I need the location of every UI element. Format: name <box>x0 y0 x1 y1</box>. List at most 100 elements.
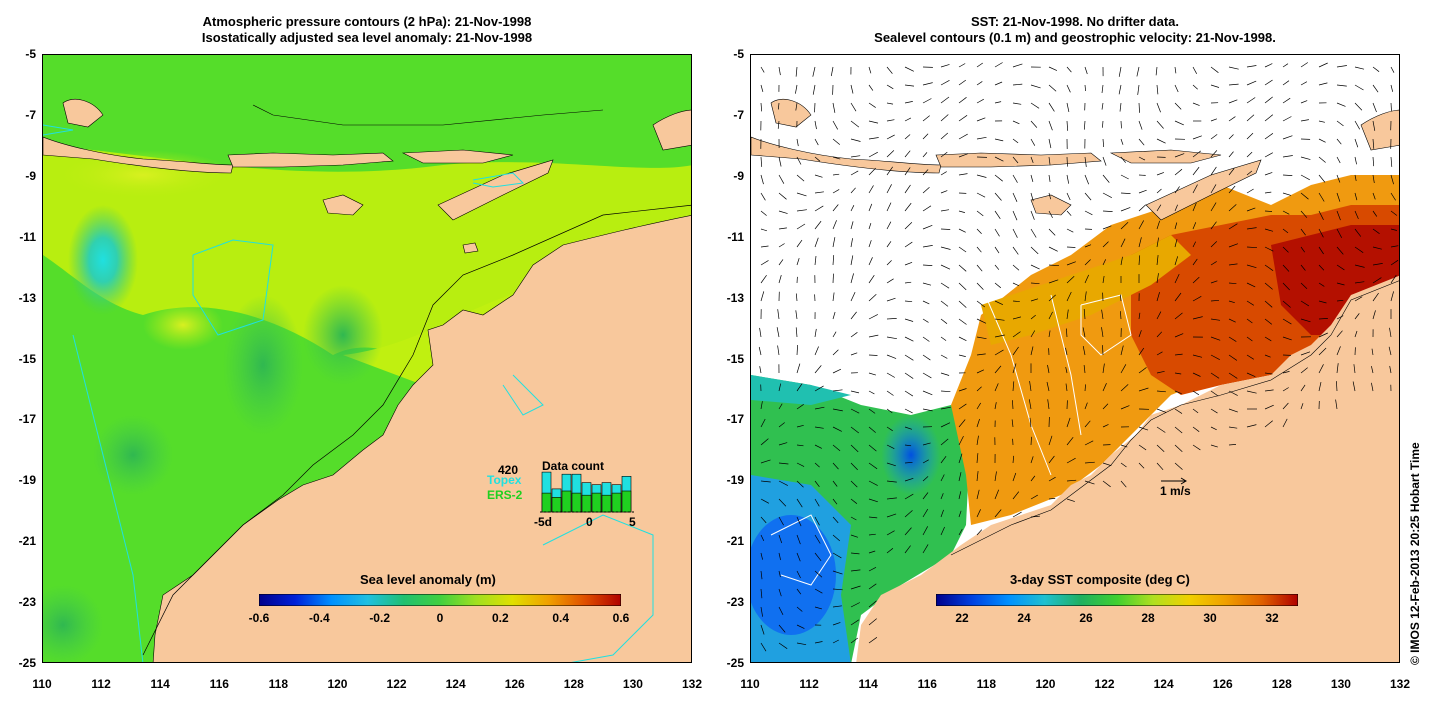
velocity-arrow <box>1084 274 1090 284</box>
velocity-arrow <box>1318 347 1327 356</box>
velocity-arrow <box>832 255 835 266</box>
velocity-arrow <box>1246 282 1256 288</box>
velocity-arrow <box>940 406 951 410</box>
right-x-tick-label: 130 <box>1330 677 1351 691</box>
velocity-arrow <box>1012 400 1014 410</box>
velocity-arrow <box>850 408 860 414</box>
velocity-arrow <box>832 273 834 284</box>
velocity-arrow <box>796 480 804 488</box>
velocity-arrow <box>777 345 780 356</box>
velocity-arrow <box>778 462 789 465</box>
velocity-arrow <box>940 64 950 68</box>
velocity-arrow <box>940 264 951 270</box>
velocity-arrow <box>1228 243 1239 248</box>
velocity-arrow <box>1174 102 1182 110</box>
velocity-arrow <box>1354 138 1359 148</box>
velocity-arrow <box>1155 66 1158 76</box>
right-y-tick-label: -17 <box>726 412 744 427</box>
velocity-arrow <box>1210 426 1217 431</box>
velocity-arrow <box>760 192 766 201</box>
right-x-tick-label: 120 <box>1035 677 1056 691</box>
velocity-arrow <box>958 115 968 122</box>
velocity-arrow <box>904 477 914 482</box>
left-x-tick-label: 128 <box>563 677 584 691</box>
left-x-tick-label: 124 <box>445 677 466 691</box>
velocity-arrow <box>904 117 912 122</box>
velocity-arrow <box>868 583 877 590</box>
velocity-arrow <box>1120 384 1129 392</box>
velocity-arrow <box>1336 210 1341 221</box>
velocity-arrow <box>886 102 894 105</box>
velocity-arrow <box>868 408 876 414</box>
velocity-arrow <box>1228 116 1236 122</box>
velocity-arrow <box>850 120 860 128</box>
velocity-arrow <box>868 275 875 284</box>
velocity-arrow <box>796 257 800 266</box>
velocity-arrow <box>994 101 1002 104</box>
velocity-arrow <box>1030 436 1032 446</box>
velocity-arrow <box>1282 264 1290 272</box>
velocity-arrow <box>814 406 825 410</box>
right-x-tick-label: 114 <box>858 677 878 691</box>
left-y-tick-label: -23 <box>18 595 36 610</box>
velocity-arrow <box>1174 84 1179 93</box>
velocity-arrow <box>796 209 807 212</box>
left-colorbar-title: Sea level anomaly (m) <box>360 572 496 587</box>
velocity-arrow <box>940 474 945 482</box>
velocity-arrow <box>976 386 982 392</box>
velocity-arrow <box>976 318 987 324</box>
right-x-tick-label: 126 <box>1212 677 1233 691</box>
velocity-arrow <box>814 102 816 113</box>
velocity-arrow <box>1012 264 1020 271</box>
velocity-arrow <box>1046 381 1050 392</box>
velocity-arrow <box>976 369 985 374</box>
right-y-tick-label: -25 <box>726 656 744 670</box>
velocity-arrow <box>1012 316 1021 320</box>
velocity-arrow <box>1118 66 1122 77</box>
velocity-arrow <box>994 509 1002 518</box>
sea-level-anomaly-map <box>42 54 692 663</box>
velocity-arrow <box>1372 292 1379 302</box>
velocity-arrow <box>777 102 780 110</box>
velocity-arrow <box>1102 259 1107 266</box>
velocity-arrow <box>814 516 820 526</box>
velocity-arrow <box>796 424 804 428</box>
right-y-tick-label: -23 <box>726 595 744 610</box>
velocity-arrow <box>832 516 839 524</box>
velocity-arrow <box>868 257 873 266</box>
velocity-arrow <box>1336 120 1344 127</box>
velocity-arrow <box>1011 419 1014 428</box>
velocity-arrow <box>1012 246 1019 255</box>
velocity-arrow <box>1083 365 1086 374</box>
velocity-arrow <box>760 480 771 483</box>
velocity-arrow <box>940 190 948 194</box>
velocity-arrow <box>1228 372 1238 379</box>
velocity-arrow <box>976 282 984 290</box>
velocity-arrow <box>850 138 861 142</box>
velocity-arrow <box>1138 426 1149 431</box>
velocity-arrow <box>868 137 879 140</box>
velocity-arrow <box>868 533 876 536</box>
velocity-arrow <box>922 264 933 266</box>
velocity-arrow <box>868 66 872 74</box>
velocity-arrow <box>922 336 930 342</box>
velocity-arrow <box>1354 192 1358 201</box>
velocity-arrow <box>1282 63 1289 68</box>
velocity-arrow <box>1372 263 1383 266</box>
velocity-arrow <box>1282 371 1290 374</box>
velocity-arrow <box>814 365 822 374</box>
velocity-arrow <box>904 241 913 248</box>
velocity-arrow <box>796 462 805 467</box>
velocity-arrow <box>1354 102 1363 111</box>
velocity-arrow <box>850 291 856 302</box>
ers-count-bar <box>591 492 602 513</box>
velocity-arrow <box>1174 408 1183 414</box>
velocity-arrow <box>759 366 762 374</box>
velocity-arrow <box>1246 318 1253 324</box>
velocity-arrow <box>1246 188 1254 194</box>
velocity-arrow <box>796 344 798 356</box>
velocity-arrow <box>1030 84 1041 89</box>
velocity-arrow <box>1048 246 1058 252</box>
velocity-arrow <box>1192 390 1200 396</box>
velocity-arrow <box>1228 282 1237 285</box>
